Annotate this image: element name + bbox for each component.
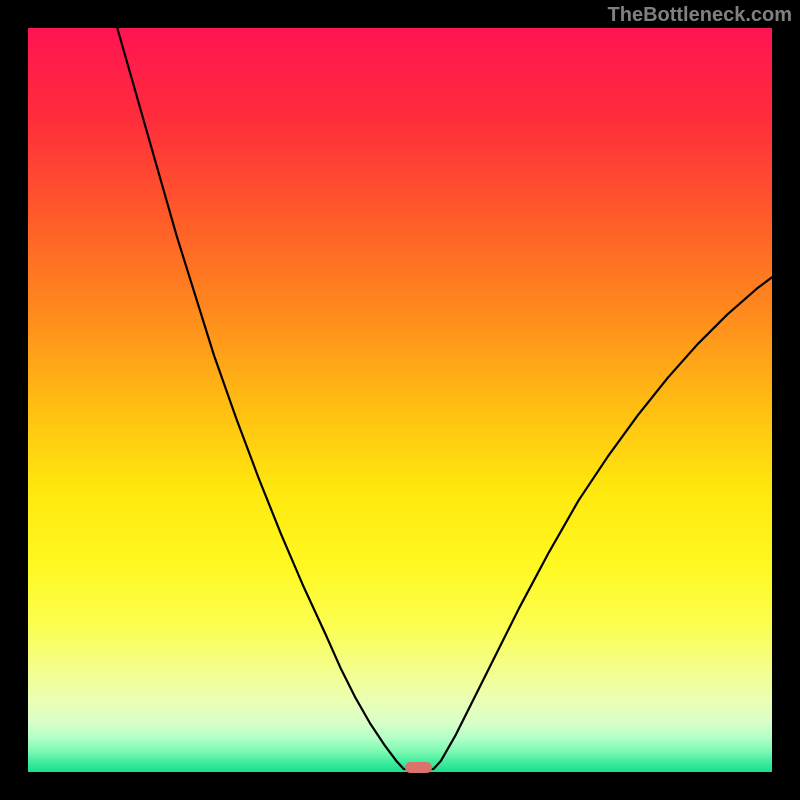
chart-container: TheBottleneck.com	[0, 0, 800, 800]
curve-layer-svg	[0, 0, 800, 800]
bottleneck-bottom-marker	[405, 762, 432, 774]
bottleneck-curve	[117, 28, 772, 769]
watermark-text: TheBottleneck.com	[608, 4, 792, 27]
